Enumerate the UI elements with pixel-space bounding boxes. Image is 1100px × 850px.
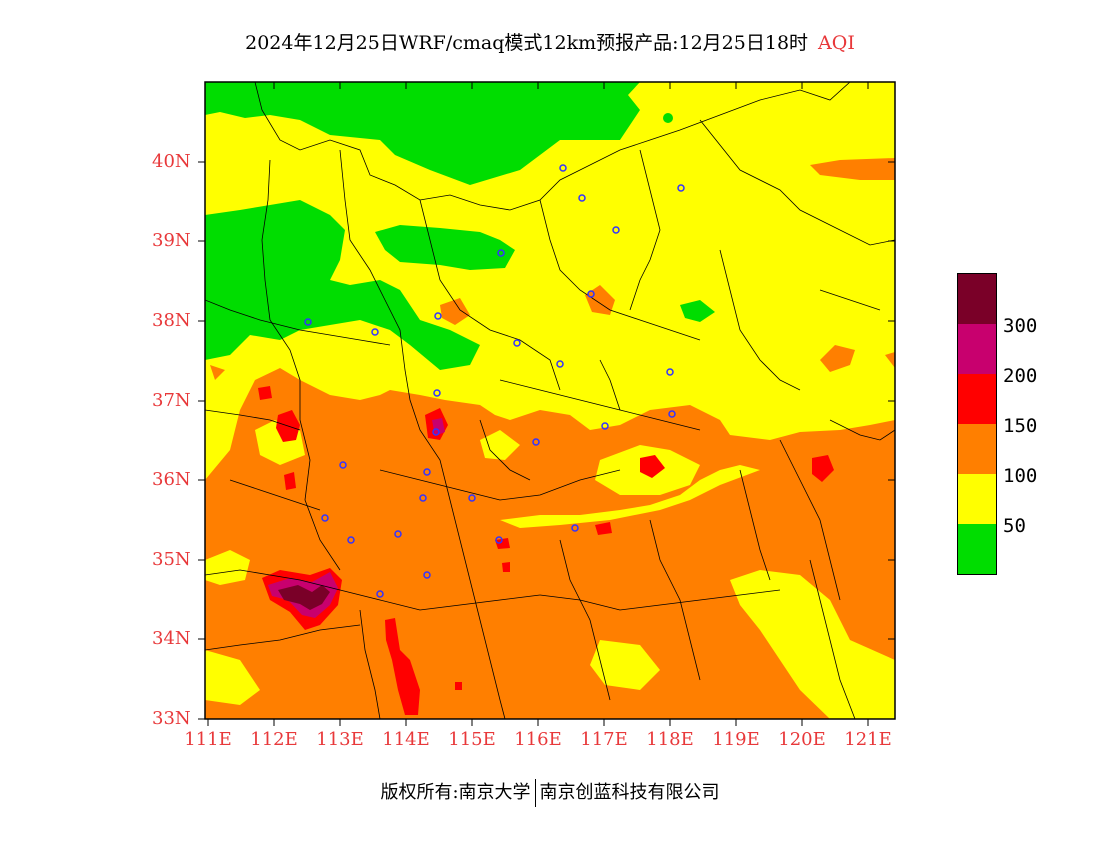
station-markers (304, 164, 685, 598)
lat-label-40n: 40N (152, 151, 191, 172)
legend-label-50: 50 (1003, 515, 1026, 537)
aqi-zone-severe (278, 585, 330, 610)
lat-label-38n: 38N (152, 310, 191, 331)
legend-swatch-severe (958, 274, 996, 324)
aqi-legend (957, 273, 997, 575)
lon-label-112e: 112E (250, 729, 298, 750)
lon-label-118e: 118E (646, 729, 694, 750)
title-aqi-tag: AQI (818, 32, 855, 54)
legend-swatch-heavy (958, 324, 996, 374)
lon-label-120e: 120E (778, 729, 826, 750)
boundary-lines (205, 82, 895, 719)
legend-label-200: 200 (1003, 365, 1038, 387)
lat-label-34n: 34N (152, 628, 191, 649)
lon-label-119e: 119E (712, 729, 760, 750)
aqi-zone-good-west (205, 200, 480, 370)
lon-label-117e: 117E (580, 729, 628, 750)
lat-label-37n: 37N (152, 390, 191, 411)
legend-swatch-medium (958, 374, 996, 424)
lon-label-114e: 114E (382, 729, 430, 750)
aqi-zone-moderate-east (730, 570, 895, 719)
lat-label-33n: 33N (152, 708, 191, 729)
legend-label-150: 150 (1003, 415, 1038, 437)
aqi-zone-good-north (205, 82, 640, 185)
aqi-zone-light-northeast (810, 158, 895, 180)
lat-label-36n: 36N (152, 469, 191, 490)
aqi-zone-good-spot (680, 300, 715, 322)
footer-separator (534, 779, 536, 807)
legend-swatch-light (958, 424, 996, 474)
lon-label-116e: 116E (514, 729, 562, 750)
lon-ticks (207, 82, 869, 726)
legend-label-300: 300 (1003, 315, 1038, 337)
footer-copyright: 版权所有:南京大学 (380, 782, 531, 803)
legend-label-100: 100 (1003, 465, 1038, 487)
legend-swatch-good (958, 524, 996, 574)
aqi-zone-good-central (375, 225, 515, 270)
footer-company: 南京创蓝科技有限公司 (539, 782, 720, 803)
map-title: 2024年12月25日WRF/cmaq模式12km预报产品:12月25日18时 A… (0, 28, 1100, 55)
copyright-footer: 版权所有:南京大学 南京创蓝科技有限公司 (0, 778, 1100, 807)
aqi-zone-moderate-band (500, 465, 760, 528)
aqi-zone-light-south (205, 368, 895, 719)
lat-label-39n: 39N (152, 230, 191, 251)
title-main: 2024年12月25日WRF/cmaq模式12km预报产品:12月25日18时 (245, 32, 809, 54)
lon-label-115e: 115E (448, 729, 496, 750)
legend-swatch-moderate (958, 474, 996, 524)
lon-label-113e: 113E (316, 729, 364, 750)
lon-label-111e: 111E (184, 729, 232, 750)
aqi-field (205, 82, 895, 719)
lat-ticks (198, 161, 895, 720)
lat-label-35n: 35N (152, 549, 191, 570)
lon-label-121e: 121E (844, 729, 892, 750)
